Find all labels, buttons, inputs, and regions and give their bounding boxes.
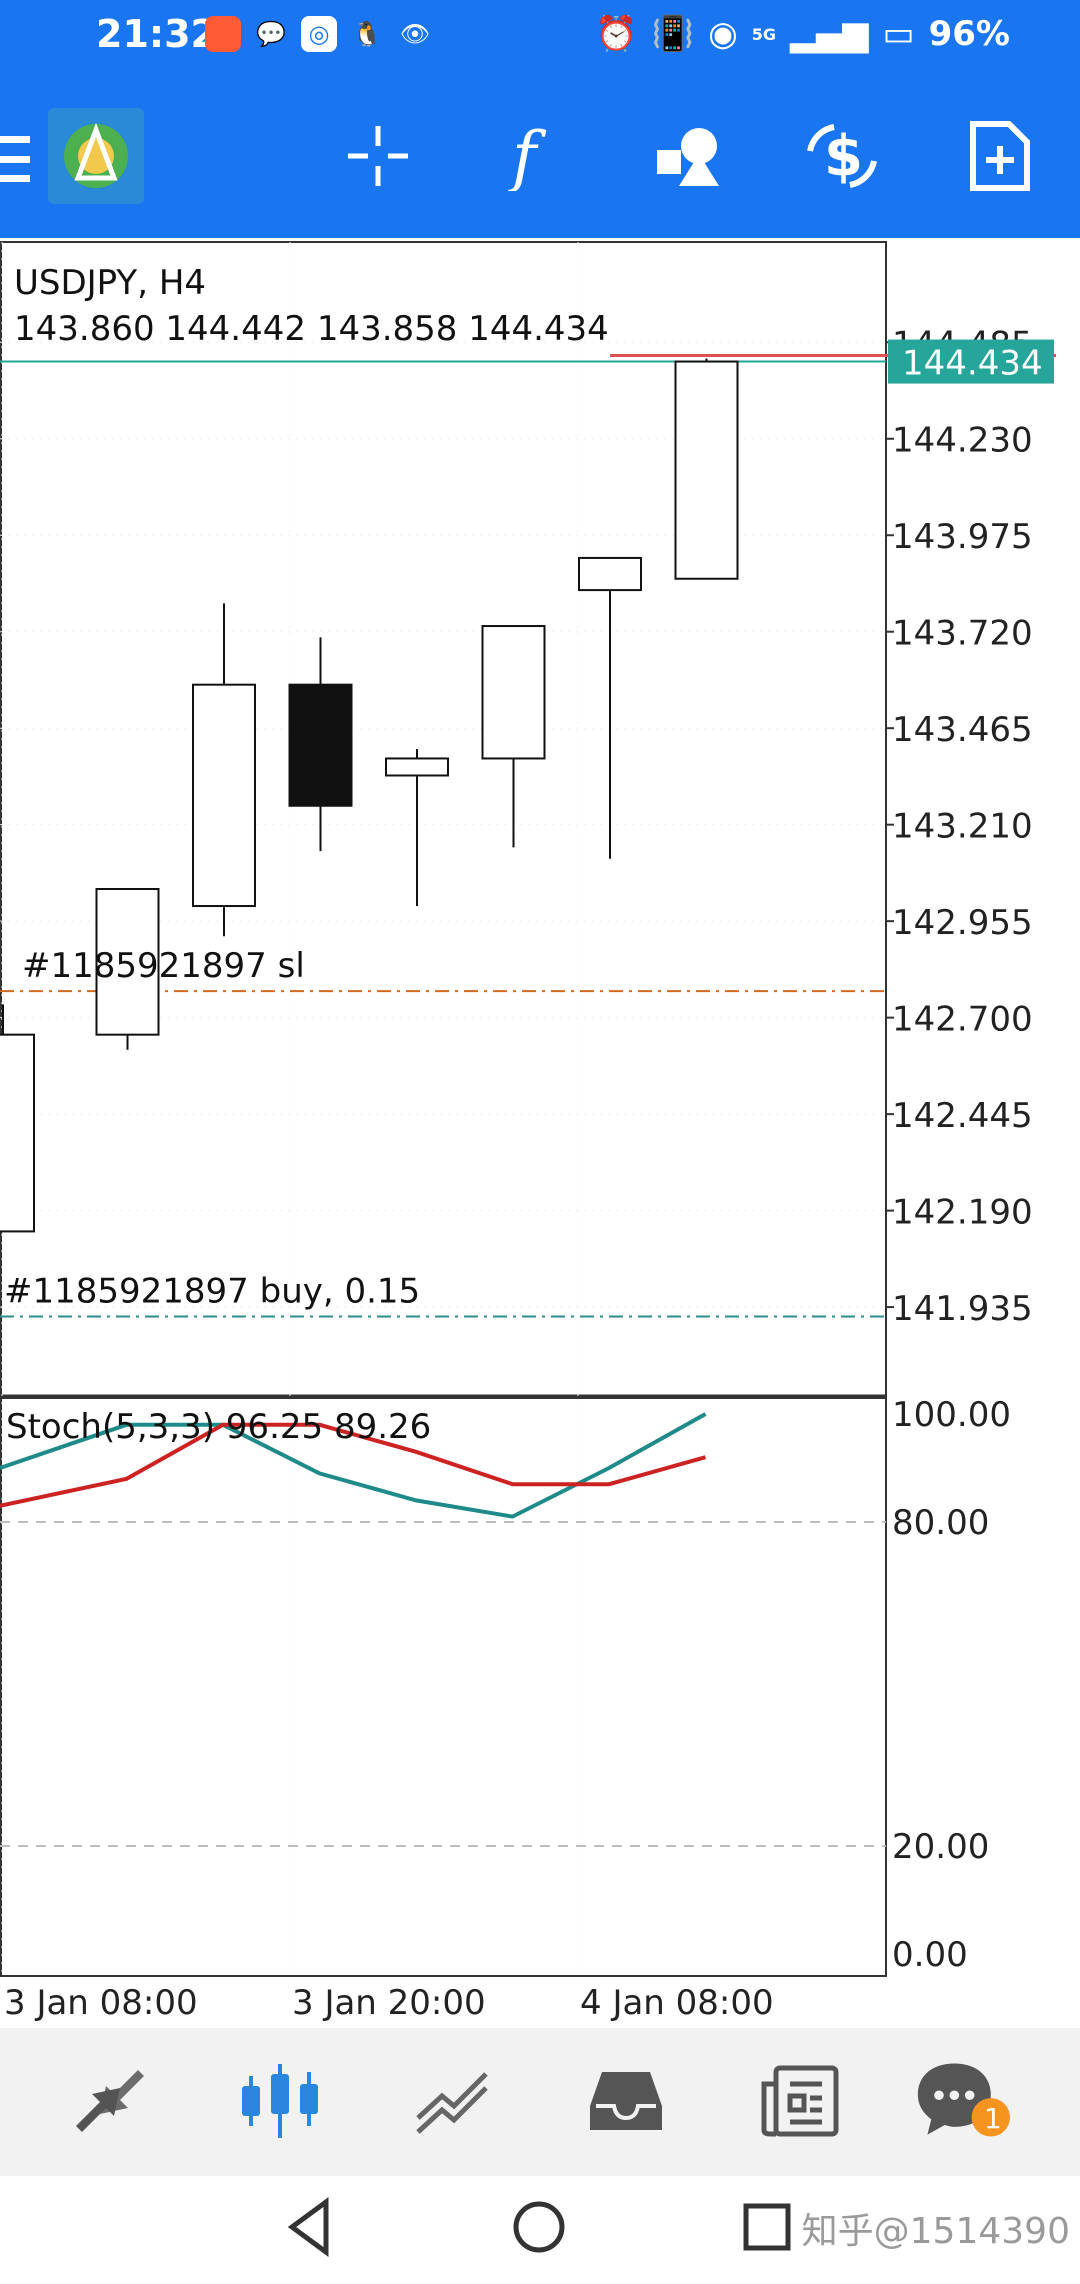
current-price-badge — [888, 339, 1054, 384]
candle-body — [578, 556, 642, 592]
news-icon[interactable] — [752, 2058, 848, 2144]
wechat-icon: 💬 — [256, 20, 286, 48]
top-toolbar: f $ — [0, 72, 1080, 238]
candle-body — [192, 683, 256, 908]
current-price-label: 144.434 — [902, 344, 1043, 384]
stoch-tick-label: 80.00 — [892, 1503, 989, 1543]
buy-order-label: #1185921897 buy, 0.15 — [4, 1272, 420, 1312]
chart-svg[interactable]: 144.485144.230143.975143.720143.465143.2… — [0, 238, 1080, 2028]
home-icon[interactable] — [513, 2201, 565, 2253]
price-tick-label: 143.465 — [892, 710, 1033, 750]
price-tick-label: 142.190 — [892, 1193, 1033, 1233]
price-tick-label: 143.975 — [892, 517, 1033, 557]
candle-body — [385, 757, 449, 777]
price-tick-label: 142.445 — [892, 1096, 1033, 1136]
qq-icon: 🐧 — [352, 20, 382, 48]
time-tick-label: 4 Jan 08:00 — [580, 1983, 774, 2023]
time-tick-label: 3 Jan 20:00 — [292, 1983, 486, 2023]
stoch-tick-label: 20.00 — [892, 1827, 989, 1867]
candle-body — [288, 683, 353, 807]
watermark: 知乎@1514390 — [801, 2211, 1070, 2252]
ohlc-label: 143.860 144.442 143.858 144.434 — [14, 309, 609, 349]
objects-icon[interactable] — [648, 114, 732, 198]
trade-icon[interactable]: $ — [800, 114, 884, 198]
chat-icon[interactable]: 1 — [914, 2058, 1010, 2144]
app-logo — [48, 108, 144, 204]
price-tick-label: 141.935 — [892, 1289, 1033, 1329]
notification-app-icon — [205, 16, 241, 52]
stoch-main-line — [0, 1412, 707, 1519]
system-navigation-bar: 知乎@1514390 — [0, 2176, 1080, 2280]
price-pane-frame — [0, 241, 887, 1397]
price-tick-label: 143.210 — [892, 807, 1033, 847]
network-type: 5G — [751, 24, 777, 44]
menu-icon[interactable] — [0, 136, 30, 182]
stop-loss-label: #1185921897 sl — [22, 946, 305, 986]
chart-icon[interactable] — [232, 2058, 328, 2144]
quotes-icon[interactable] — [62, 2058, 158, 2144]
chart-area[interactable]: 144.485144.230143.975143.720143.465143.2… — [0, 238, 1080, 2028]
price-tick-label: 142.700 — [892, 1000, 1033, 1040]
chat-badge-count: 1 — [984, 2102, 1002, 2135]
new-order-icon[interactable] — [958, 114, 1042, 198]
candle-body — [481, 625, 546, 760]
stoch-tick-label: 100.00 — [892, 1395, 1011, 1435]
stoch-tick-label: 0.00 — [892, 1935, 968, 1975]
browser-icon: ◎ — [301, 16, 337, 52]
status-time: 21:32 — [96, 12, 217, 56]
bottom-navigation: 1 — [0, 2028, 1080, 2176]
battery-icon: ▭ — [882, 14, 915, 54]
candle-body — [0, 1033, 35, 1233]
history-icon[interactable] — [578, 2058, 674, 2144]
back-icon[interactable] — [287, 2197, 329, 2257]
chat-badge — [971, 2098, 1010, 2137]
battery-level: 96% — [928, 14, 1010, 54]
crosshair-icon[interactable] — [336, 114, 420, 198]
svg-text:f: f — [507, 121, 547, 191]
price-tick-label: 143.720 — [892, 614, 1033, 654]
price-tick-label: 142.955 — [892, 903, 1033, 943]
signal-icon: ▂▄▆ — [790, 14, 869, 54]
function-icon[interactable]: f — [492, 114, 576, 198]
svg-text:$: $ — [824, 124, 863, 189]
time-tick-label: 3 Jan 08:00 — [4, 1983, 198, 2023]
candle-body — [674, 360, 739, 580]
stoch-pane-frame — [0, 1397, 887, 1977]
trade-nav-icon[interactable] — [406, 2058, 502, 2144]
price-tick-label: 144.230 — [892, 421, 1033, 461]
eye-icon: 👁 — [399, 20, 431, 48]
candle-body — [95, 887, 160, 1036]
hotspot-icon: ◉ — [708, 14, 738, 54]
alarm-icon: ⏰ — [595, 14, 638, 54]
vibrate-icon: 📳 — [651, 14, 695, 54]
recents-icon[interactable] — [743, 2203, 791, 2251]
stoch-signal-line — [0, 1422, 707, 1508]
status-bar: 21:32 💬 ◎ 🐧 👁 ⏰ 📳 ◉ 5G ▂▄▆ ▭ 96% — [0, 0, 1080, 72]
symbol-label: USDJPY, H4 — [14, 263, 206, 303]
stoch-label: Stoch(5,3,3) 96.25 89.26 — [6, 1407, 431, 1447]
